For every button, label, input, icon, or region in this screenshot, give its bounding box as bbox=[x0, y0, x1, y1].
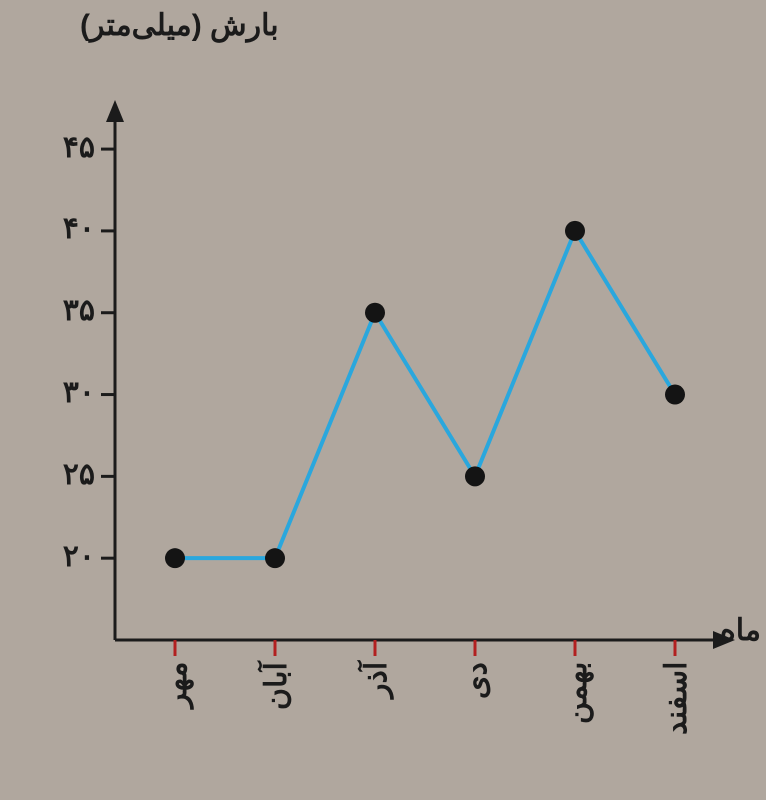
x-tick-label: آذر bbox=[359, 662, 394, 782]
y-tick-label: ۴۰ bbox=[15, 211, 95, 246]
y-tick-label: ۳۰ bbox=[15, 375, 95, 410]
x-tick-label: بهمن bbox=[559, 662, 594, 782]
y-axis-title: بارش (میلی‌متر) bbox=[80, 8, 279, 43]
x-tick-label: آبان bbox=[259, 662, 294, 782]
y-tick-label: ۳۵ bbox=[15, 293, 95, 328]
y-tick-label: ۲۵ bbox=[15, 457, 95, 492]
x-tick-label: دی bbox=[459, 662, 494, 782]
chart-page: بارش (میلی‌متر) ماه ۲۰ ۲۵ ۳۰ ۳۵ ۴۰ ۴۵ مهر آبان آ… bbox=[0, 0, 766, 800]
y-tick-label: ۴۵ bbox=[15, 130, 95, 165]
y-tick-label: ۲۰ bbox=[15, 539, 95, 574]
x-tick-label: مهر bbox=[159, 662, 194, 782]
x-tick-label: اسفند bbox=[659, 662, 694, 782]
x-axis-title: ماه bbox=[720, 613, 761, 648]
